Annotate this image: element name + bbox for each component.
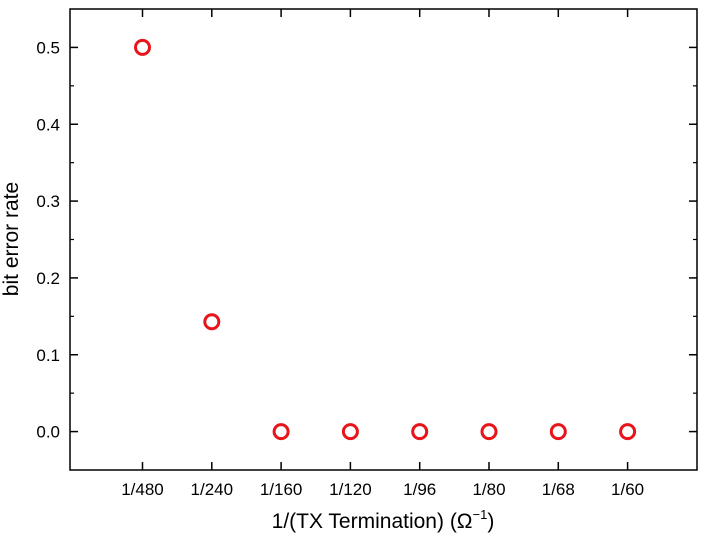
data-point	[341, 423, 359, 441]
y-tick-label: 0.4	[36, 115, 60, 134]
y-axis-ticks: 0.0 0.1 0.2 0.3 0.4 0.5	[36, 38, 697, 442]
y-tick-label: 0.3	[36, 192, 60, 211]
data-point	[134, 38, 151, 56]
y-tick-label: 0.5	[36, 38, 60, 57]
data-point	[272, 423, 290, 441]
x-tick-label: 1/480	[121, 480, 164, 499]
y-axis-title: bit error rate	[0, 182, 23, 296]
x-tick-label: 1/80	[472, 480, 505, 499]
y-tick-label: 0.1	[36, 346, 60, 365]
y-tick-label: 0.2	[36, 269, 60, 288]
y-tick-label: 0.0	[36, 423, 60, 442]
x-tick-label: 1/68	[542, 480, 575, 499]
plot-frame	[69, 8, 698, 471]
x-axis-title-close: )	[487, 510, 494, 533]
data-point	[203, 313, 221, 331]
data-point	[619, 423, 637, 441]
x-tick-label: 1/240	[191, 480, 234, 499]
x-axis-title-main: 1/(TX Termination) (Ω	[272, 510, 473, 533]
data-point	[549, 423, 567, 441]
x-tick-label: 1/60	[611, 480, 644, 499]
data-point	[411, 423, 429, 441]
data-point	[480, 423, 498, 441]
x-axis-title: 1/(TX Termination) (Ω−1)	[272, 507, 495, 533]
x-axis-title-superscript: −1	[473, 507, 488, 522]
x-tick-label: 1/160	[260, 480, 303, 499]
data-points	[134, 38, 637, 441]
x-axis-ticks: 1/480 1/240 1/160 1/120 1/96 1/80 1/68 1/60	[121, 9, 644, 499]
x-tick-label: 1/120	[329, 480, 372, 499]
x-tick-label: 1/96	[403, 480, 436, 499]
